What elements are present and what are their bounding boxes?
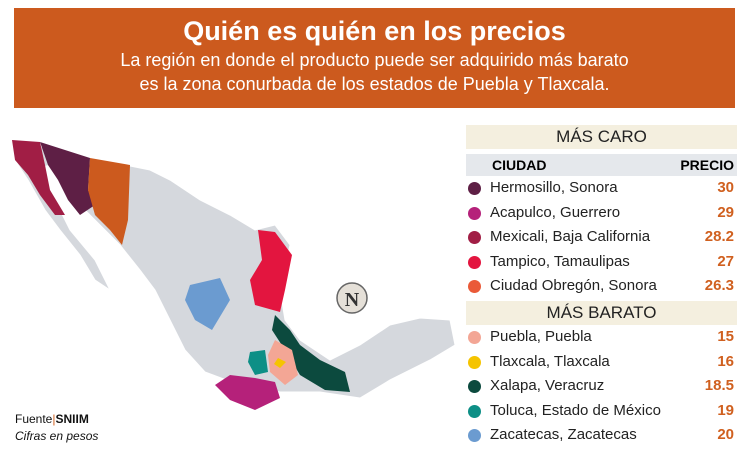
subtitle-line-2: es la zona conurbada de los estados de P… bbox=[139, 74, 610, 94]
source: Fuente|SNIIM bbox=[15, 412, 89, 426]
units-note: Cifras en pesos bbox=[15, 429, 99, 443]
north-icon: N bbox=[336, 282, 368, 314]
table-row: Mexicali, Baja California 28.2 bbox=[466, 225, 737, 250]
region-zacatecas bbox=[185, 278, 230, 330]
col-price: PRECIO bbox=[680, 157, 734, 173]
col-city: CIUDAD bbox=[492, 157, 547, 173]
table-row: Puebla, Puebla 15 bbox=[466, 325, 737, 350]
price-value: 16 bbox=[717, 352, 734, 370]
price-value: 19 bbox=[717, 401, 734, 419]
city-name: Xalapa, Veracruz bbox=[490, 377, 605, 395]
expensive-section-title: MÁS CARO bbox=[466, 125, 737, 149]
region-mexico-toluca bbox=[248, 350, 268, 375]
price-value: 29 bbox=[717, 203, 734, 221]
legend-dot bbox=[468, 182, 481, 195]
legend-dot bbox=[468, 404, 481, 418]
table-row: Hermosillo, Sonora 30 bbox=[466, 176, 737, 201]
mexico-map: N bbox=[11, 139, 456, 410]
city-name: Mexicali, Baja California bbox=[490, 228, 651, 246]
price-value: 26.3 bbox=[704, 277, 734, 295]
legend-dot bbox=[468, 255, 481, 269]
price-value: 28.2 bbox=[704, 228, 734, 246]
legend-dot bbox=[468, 280, 481, 294]
region-tamaulipas-tampico bbox=[250, 230, 292, 312]
subtitle-line-1: La región en donde el producto puede ser… bbox=[120, 50, 629, 70]
table-row: Toluca, Estado de México 19 bbox=[466, 399, 737, 424]
table-header: CIUDAD PRECIO bbox=[466, 154, 737, 176]
region-sonora-hermosillo bbox=[40, 142, 95, 215]
region-tlaxcala bbox=[274, 358, 286, 368]
region-chihuahua-obregon bbox=[88, 158, 130, 245]
table-row: Tlaxcala, Tlaxcala 16 bbox=[466, 350, 737, 375]
city-name: Toluca, Estado de México bbox=[490, 401, 661, 419]
price-value: 27 bbox=[717, 252, 734, 270]
table-row: Zacatecas, Zacatecas 20 bbox=[466, 423, 737, 448]
table-row: Tampico, Tamaulipas 27 bbox=[466, 250, 737, 275]
table-row: Ciudad Obregón, Sonora 26.3 bbox=[466, 274, 737, 299]
legend-dot bbox=[468, 330, 481, 344]
city-name: Puebla, Puebla bbox=[490, 327, 592, 345]
region-veracruz-xalapa bbox=[272, 315, 350, 392]
cheap-section-title: MÁS BARATO bbox=[466, 300, 737, 325]
table-row: Xalapa, Veracruz 18.5 bbox=[466, 374, 737, 399]
source-name: SNIIM bbox=[55, 412, 89, 426]
source-label: Fuente bbox=[15, 412, 53, 426]
legend-dot bbox=[468, 429, 481, 443]
city-name: Zacatecas, Zacatecas bbox=[490, 426, 637, 444]
city-name: Hermosillo, Sonora bbox=[490, 179, 618, 196]
table-row: Acapulco, Guerrero 29 bbox=[466, 201, 737, 226]
city-name: Acapulco, Guerrero bbox=[490, 203, 621, 221]
legend-dot bbox=[468, 231, 481, 245]
price-value: 15 bbox=[717, 327, 734, 345]
city-name: Tlaxcala, Tlaxcala bbox=[490, 352, 610, 370]
price-table: MÁS CARO CIUDAD PRECIO Hermosillo, Sonor… bbox=[466, 125, 737, 448]
page-title: Quién es quién en los precios bbox=[183, 16, 566, 46]
city-name: Ciudad Obregón, Sonora bbox=[490, 277, 657, 295]
price-value: 20 bbox=[717, 426, 734, 444]
price-value: 30 bbox=[717, 179, 734, 196]
price-value: 18.5 bbox=[704, 377, 734, 395]
city-name: Tampico, Tamaulipas bbox=[490, 252, 630, 270]
region-baja-california-mexicali bbox=[12, 140, 65, 215]
legend-dot bbox=[468, 380, 481, 394]
svg-text:N: N bbox=[345, 289, 360, 311]
legend-dot bbox=[468, 206, 481, 220]
region-guerrero-acapulco bbox=[215, 375, 280, 410]
header-banner: Quién es quién en los precios La región … bbox=[14, 8, 735, 108]
legend-dot bbox=[468, 355, 481, 369]
